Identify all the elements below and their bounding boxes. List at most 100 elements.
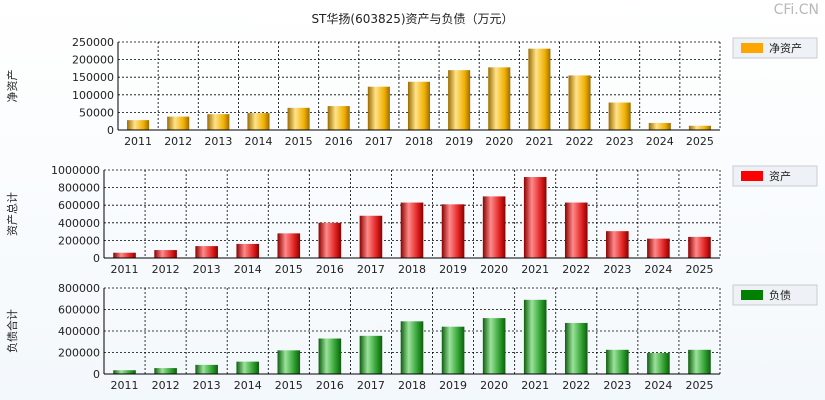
x-tick-label: 2014 xyxy=(244,135,272,148)
x-tick-label: 2018 xyxy=(398,263,426,276)
bar-2018 xyxy=(407,81,431,130)
bar-2025 xyxy=(688,236,711,258)
x-tick-label: 2022 xyxy=(562,263,590,276)
legend-label: 净资产 xyxy=(769,41,802,55)
bar-2016 xyxy=(318,338,342,374)
panel-3: 0 200000 400000 600000 800000 2011 2012 2013 201… xyxy=(5,282,818,392)
bar-2017 xyxy=(359,335,383,374)
x-tick-label: 2011 xyxy=(124,135,152,148)
x-tick-label: 2022 xyxy=(566,135,594,148)
bar-2012 xyxy=(167,116,190,130)
bar-2015 xyxy=(277,233,301,258)
y-tick-label: 200000 xyxy=(58,234,100,247)
legend-swatch xyxy=(741,171,763,181)
y-axis-title: 负债合计 xyxy=(5,309,19,353)
y-tick-label: 1000000 xyxy=(51,164,100,177)
y-tick-label: 100000 xyxy=(72,89,114,102)
bar-2021 xyxy=(523,177,547,258)
chart-title: ST华扬(603825)资产与负债（万元） xyxy=(311,12,514,26)
legend-label: 负债 xyxy=(769,288,791,302)
bar-2015 xyxy=(287,107,310,130)
y-tick-label: 200000 xyxy=(72,54,114,67)
bar-2011 xyxy=(127,120,150,130)
x-tick-label: 2021 xyxy=(525,135,553,148)
x-tick-label: 2016 xyxy=(316,379,344,392)
bar-2024 xyxy=(647,238,670,258)
bar-2018 xyxy=(400,321,424,374)
y-tick-label: 150000 xyxy=(72,71,114,84)
panel-1: 0 50000 100000 150000 200000 250000 2011 2012 20… xyxy=(5,36,818,148)
panel-2: 0 200000 400000 600000 800000 1000000 2011 2012… xyxy=(5,164,818,276)
x-tick-label: 2021 xyxy=(521,263,549,276)
x-tick-label: 2019 xyxy=(439,263,467,276)
legend-label: 资产 xyxy=(769,169,791,183)
y-tick-label: 800000 xyxy=(58,182,100,195)
bar-2021 xyxy=(523,299,547,374)
x-tick-label: 2012 xyxy=(152,263,180,276)
bar-2025 xyxy=(688,125,711,130)
bar-2013 xyxy=(195,364,218,374)
x-tick-label: 2017 xyxy=(357,379,385,392)
bar-2012 xyxy=(154,368,177,374)
bar-2014 xyxy=(236,243,260,258)
watermark-logo: CFi.CN xyxy=(773,2,819,18)
bar-2019 xyxy=(448,70,471,130)
x-tick-label: 2015 xyxy=(275,379,303,392)
bar-2020 xyxy=(488,67,511,130)
bar-2023 xyxy=(606,231,629,258)
bar-2022 xyxy=(564,322,588,374)
x-tick-label: 2025 xyxy=(686,135,714,148)
bar-2022 xyxy=(568,75,591,130)
bar-2020 xyxy=(482,196,506,258)
x-tick-label: 2025 xyxy=(685,263,713,276)
bar-2021 xyxy=(528,48,551,130)
x-tick-label: 2025 xyxy=(685,379,713,392)
x-tick-label: 2013 xyxy=(193,379,221,392)
bar-2022 xyxy=(564,202,588,258)
x-tick-label: 2020 xyxy=(480,263,508,276)
x-tick-label: 2023 xyxy=(606,135,634,148)
x-tick-label: 2017 xyxy=(365,135,393,148)
bar-2012 xyxy=(154,250,177,258)
y-tick-label: 200000 xyxy=(58,347,100,360)
x-tick-label: 2012 xyxy=(164,135,192,148)
bar-2025 xyxy=(688,349,711,374)
bar-2011 xyxy=(113,252,136,258)
bar-2019 xyxy=(441,204,465,258)
bar-2023 xyxy=(606,349,629,374)
bar-2017 xyxy=(367,86,390,130)
y-tick-label: 600000 xyxy=(58,199,100,212)
y-tick-label: 400000 xyxy=(58,325,100,338)
x-tick-label: 2019 xyxy=(445,135,473,148)
x-tick-label: 2018 xyxy=(398,379,426,392)
y-axis-title: 净资产 xyxy=(5,70,19,103)
y-tick-label: 400000 xyxy=(58,217,100,230)
x-tick-label: 2016 xyxy=(316,263,344,276)
x-tick-label: 2023 xyxy=(603,263,631,276)
bar-2013 xyxy=(207,114,230,130)
bar-2011 xyxy=(113,370,136,374)
x-tick-label: 2011 xyxy=(111,263,139,276)
legend-swatch xyxy=(741,43,763,53)
x-tick-label: 2012 xyxy=(152,379,180,392)
x-tick-label: 2017 xyxy=(357,263,385,276)
x-tick-label: 2020 xyxy=(485,135,513,148)
bar-2013 xyxy=(195,246,218,258)
x-tick-label: 2024 xyxy=(644,379,672,392)
x-tick-label: 2019 xyxy=(439,379,467,392)
y-tick-label: 0 xyxy=(107,124,114,137)
x-tick-label: 2014 xyxy=(234,263,262,276)
x-tick-label: 2024 xyxy=(644,263,672,276)
bar-2016 xyxy=(327,106,350,130)
bar-2023 xyxy=(608,102,631,130)
y-axis-title: 资产总计 xyxy=(5,192,19,236)
y-tick-label: 800000 xyxy=(58,282,100,295)
x-tick-label: 2024 xyxy=(646,135,674,148)
y-tick-label: 0 xyxy=(93,368,100,381)
x-tick-label: 2023 xyxy=(603,379,631,392)
bar-2014 xyxy=(247,113,270,130)
y-tick-label: 250000 xyxy=(72,36,114,49)
bar-2015 xyxy=(277,350,301,374)
